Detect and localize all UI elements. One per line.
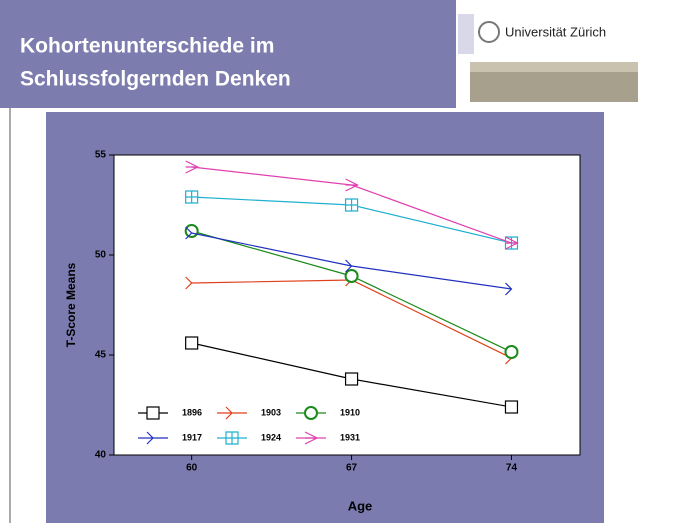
logo-text: Universität Zürich bbox=[505, 24, 606, 39]
marker bbox=[346, 199, 358, 211]
y-tick-label: 40 bbox=[95, 450, 107, 461]
y-tick-label: 50 bbox=[95, 250, 107, 261]
legend-label: 1910 bbox=[340, 407, 360, 417]
legend-marker bbox=[305, 407, 317, 419]
marker bbox=[505, 346, 517, 358]
legend-label: 1924 bbox=[261, 432, 281, 442]
y-tick-label: 55 bbox=[95, 150, 107, 161]
marker bbox=[186, 191, 198, 203]
logo-seal bbox=[479, 22, 499, 42]
x-tick-label: 74 bbox=[506, 463, 518, 474]
x-tick-label: 60 bbox=[186, 463, 198, 474]
marker bbox=[346, 373, 358, 385]
y-axis-label: T-Score Means bbox=[64, 262, 78, 347]
marker bbox=[186, 225, 198, 237]
x-tick-label: 67 bbox=[346, 463, 358, 474]
slide: Kohortenunterschiede im Schlussfolgernde… bbox=[0, 0, 688, 523]
logo: Universität Zürich bbox=[458, 14, 638, 102]
y-tick-label: 45 bbox=[95, 350, 107, 361]
logo-bar bbox=[458, 14, 474, 54]
legend-label: 1931 bbox=[340, 432, 360, 442]
slide-title: Schlussfolgernden Denken bbox=[20, 68, 291, 91]
slide-title: Kohortenunterschiede im bbox=[20, 35, 274, 58]
legend-label: 1903 bbox=[261, 407, 281, 417]
logo-roof bbox=[470, 62, 638, 72]
marker bbox=[346, 270, 358, 282]
legend-marker bbox=[147, 407, 159, 419]
legend-label: 1896 bbox=[182, 407, 202, 417]
marker bbox=[186, 337, 198, 349]
x-axis-label: Age bbox=[348, 498, 373, 513]
legend-marker bbox=[226, 432, 238, 444]
marker bbox=[505, 401, 517, 413]
legend-label: 1917 bbox=[182, 432, 202, 442]
